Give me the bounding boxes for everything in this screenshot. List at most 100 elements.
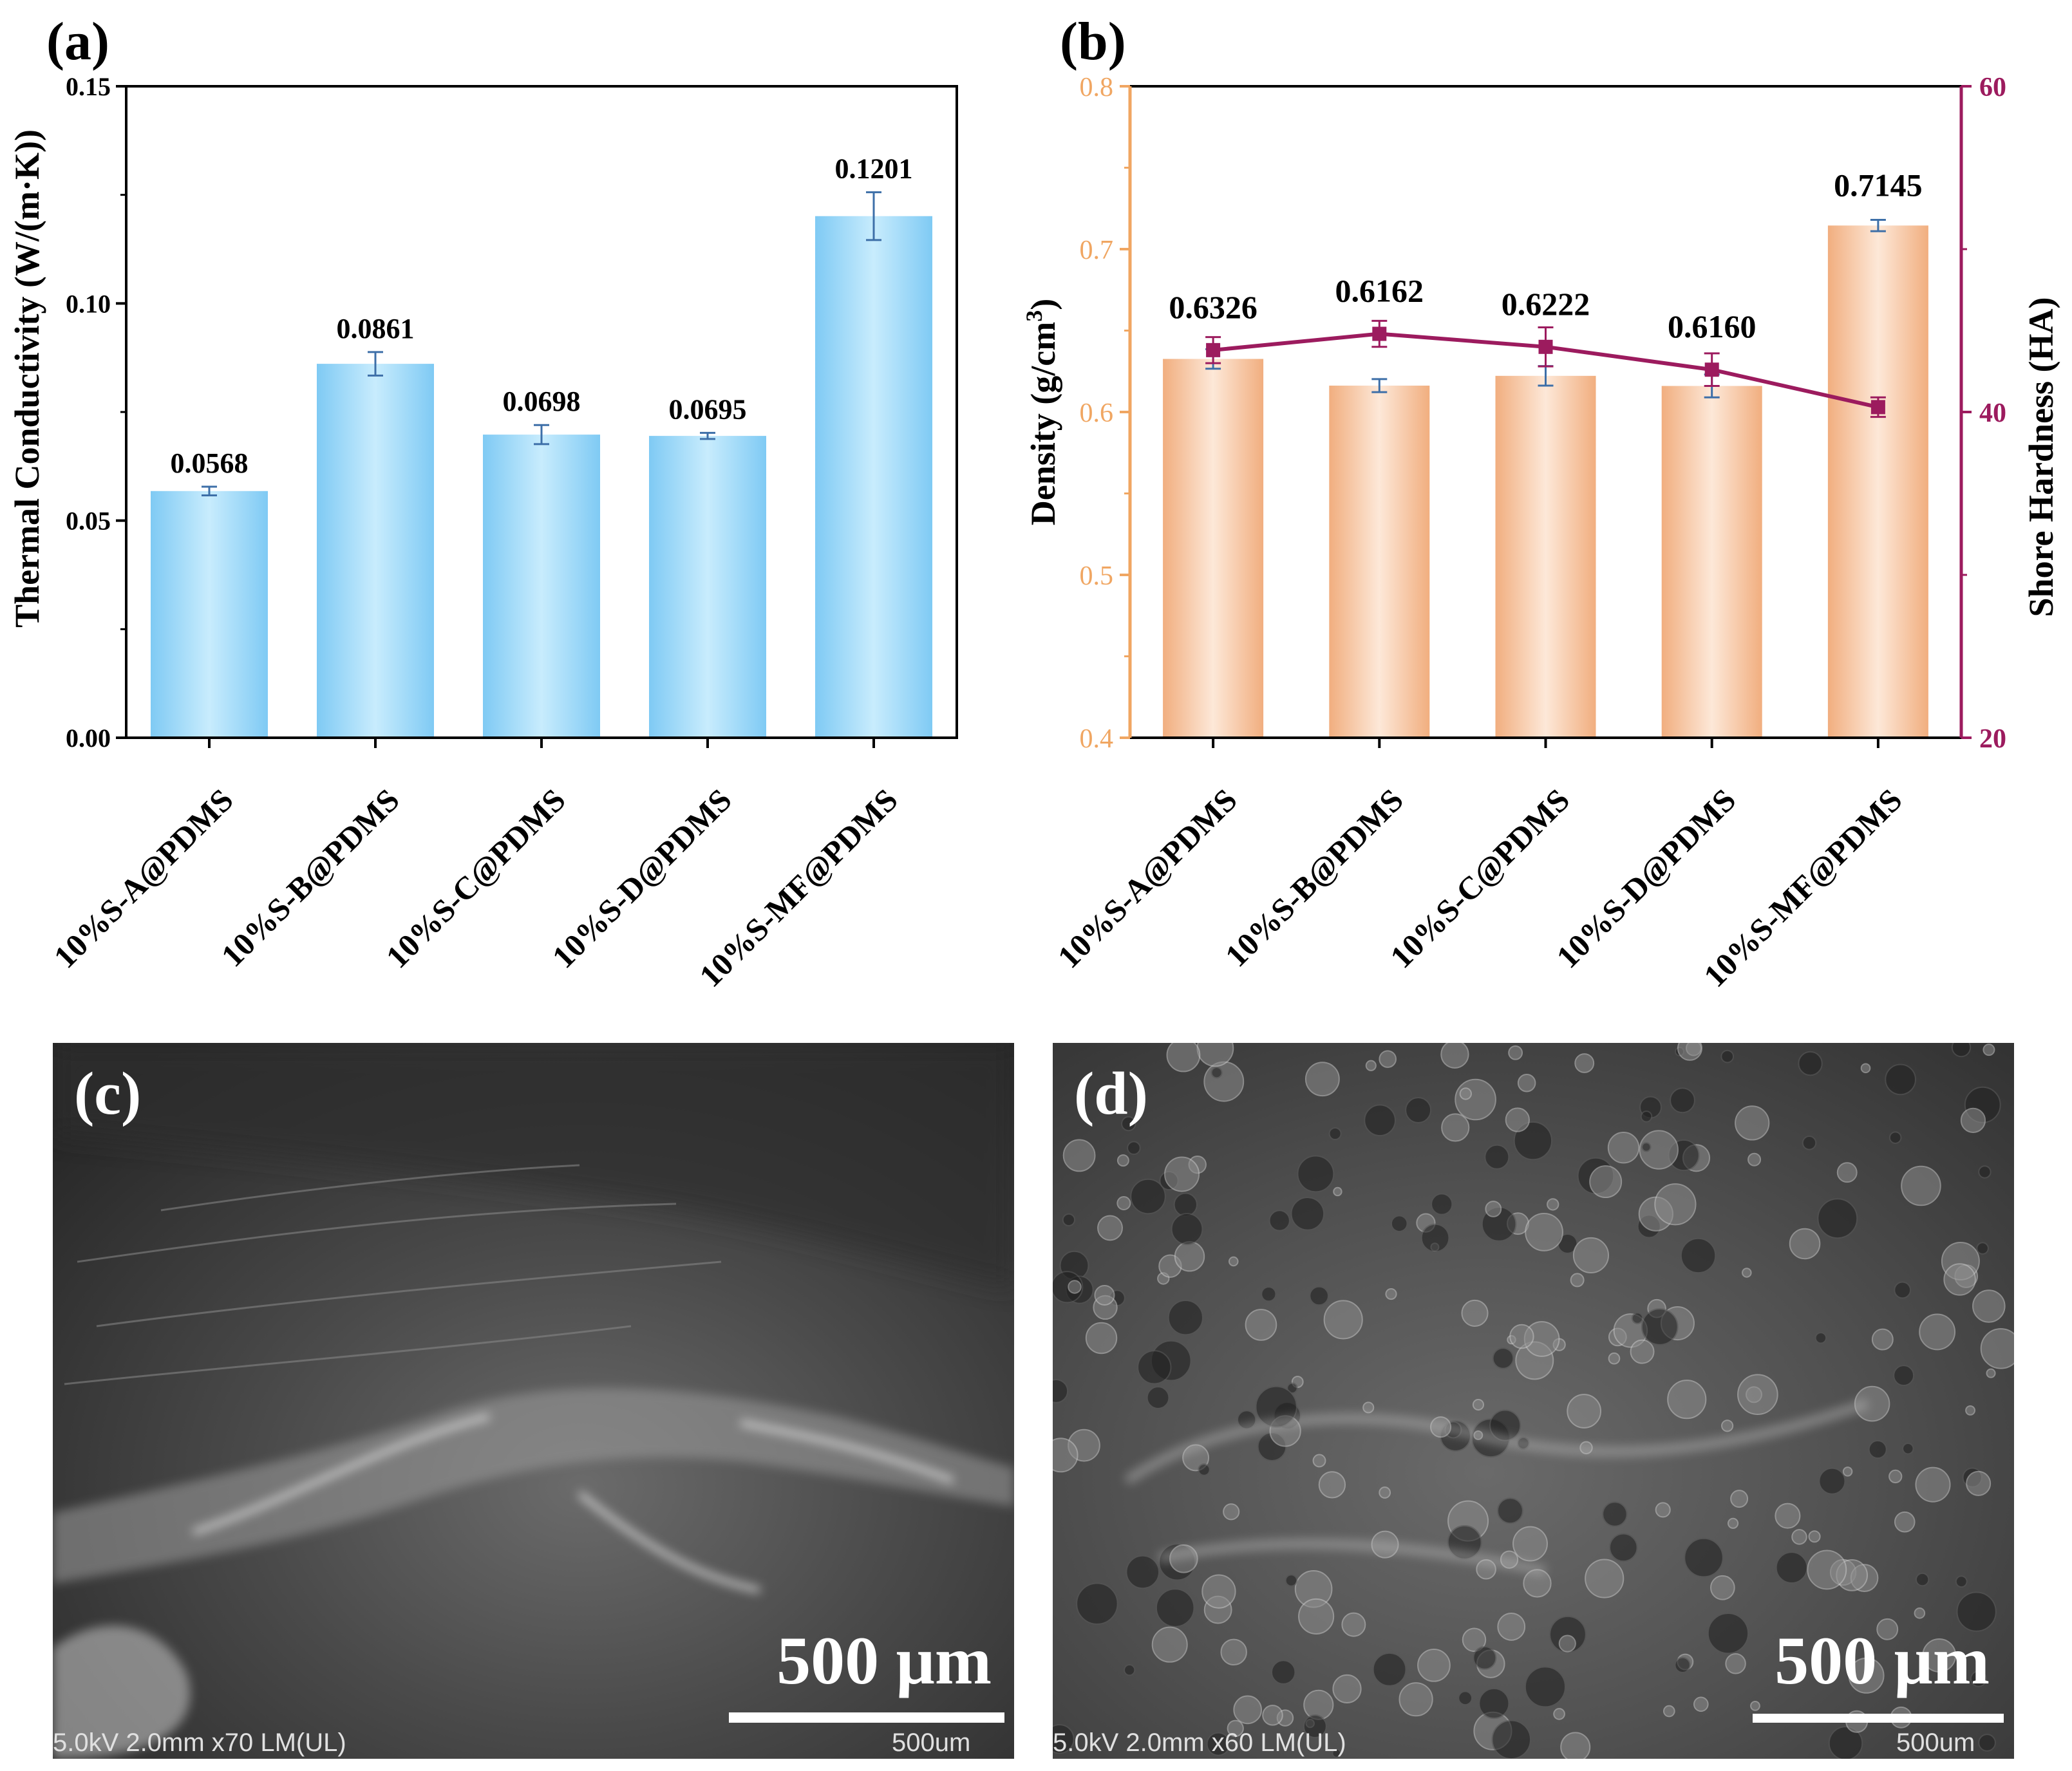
chart-b-line-point xyxy=(1372,326,1387,341)
sem-d-pore xyxy=(1417,1648,1451,1682)
sem-d-pore xyxy=(1210,1067,1223,1079)
sem-d-pore xyxy=(1693,1696,1709,1712)
chart-a-xtick-label: 10%S-C@PDMS xyxy=(379,782,572,975)
sem-d-pore xyxy=(1808,1530,1821,1543)
sem-d-pore xyxy=(1332,1674,1362,1704)
sem-d-pore xyxy=(1405,1096,1432,1124)
sem-d-pore xyxy=(1261,1286,1277,1302)
sem-d-pore xyxy=(1196,1043,1234,1067)
sem-d-pore xyxy=(1137,1350,1172,1385)
chart-a-value-label: 0.0698 xyxy=(503,386,581,417)
sem-d-pore xyxy=(1607,1131,1640,1164)
sem-d-pore xyxy=(1558,1635,1576,1653)
sem-d-pore xyxy=(1654,1183,1697,1226)
sem-d-pore xyxy=(1328,1127,1342,1141)
sem-d-pore xyxy=(1674,1656,1691,1674)
sem-d-pore xyxy=(1684,1537,1724,1578)
chart-b-right-ytick-label: 40 xyxy=(1979,398,2006,428)
sem-d-pore xyxy=(1876,1618,1899,1640)
sem-d-pore xyxy=(1270,1660,1296,1685)
sem-d-pore xyxy=(1485,1201,1502,1217)
chart-b-xtick-label: 10%S-B@PDMS xyxy=(1218,782,1410,973)
sem-d-pore xyxy=(1441,1113,1470,1142)
chart-b-left-ytick-label: 0.8 xyxy=(1080,73,1114,102)
sem-d-pore xyxy=(1206,1732,1230,1756)
sem-d-pore xyxy=(1097,1215,1123,1241)
sem-d-pore xyxy=(1915,1466,1951,1503)
sem-d-pore xyxy=(1641,1308,1679,1345)
sem-d-pore xyxy=(1085,1322,1118,1354)
chart-b-line-point xyxy=(1538,339,1553,354)
sem-d-pore xyxy=(1285,1574,1298,1587)
chart-a-value-label: 0.0568 xyxy=(171,447,249,479)
sem-d-pore xyxy=(1965,1405,1975,1416)
sem-d-pore xyxy=(1670,1087,1695,1114)
sem-d-pore xyxy=(1868,1439,1887,1459)
chart-b-value-label: 0.6162 xyxy=(1335,273,1424,309)
sem-d-pore xyxy=(1462,1627,1487,1652)
sem-d-pore xyxy=(1842,1466,1853,1477)
sem-d-pore xyxy=(1127,1141,1141,1156)
sem-d-pore xyxy=(1602,1501,1628,1527)
sem-d-pore xyxy=(1173,1192,1198,1217)
sem-d-pore xyxy=(1901,1165,1941,1206)
chart-a-xtick-label: 10%S-D@PDMS xyxy=(545,782,738,975)
chart-b-right-ytick-label: 60 xyxy=(1979,73,2006,102)
sem-d-pore xyxy=(1379,1486,1391,1499)
sem-d-pore xyxy=(1791,1529,1807,1545)
sem-d-pore xyxy=(1268,1210,1290,1232)
sem-d-pore xyxy=(1630,1339,1655,1364)
sem-d-pore xyxy=(1362,1401,1375,1414)
sem-d-pore xyxy=(1641,1142,1652,1152)
sem-d-pore xyxy=(1512,1526,1548,1562)
sem-d-pore xyxy=(1894,1281,1912,1299)
sem-d-pore xyxy=(1914,1607,1926,1619)
sem-d-pore xyxy=(1155,1588,1195,1627)
chart-a-ytick-label: 0.05 xyxy=(66,507,111,536)
sem-d-pore xyxy=(1817,1198,1858,1239)
sem-d-pore xyxy=(1286,1382,1298,1394)
sem-d-pore xyxy=(1807,1550,1847,1590)
chart-b-left-ytick-label: 0.4 xyxy=(1080,724,1114,754)
sem-d-pore xyxy=(1094,1284,1115,1306)
chart-b-value-label: 0.6222 xyxy=(1502,286,1590,322)
sem-d-pore xyxy=(1341,1612,1366,1637)
sem-d-scale-text: 500 μm xyxy=(1775,1623,1990,1698)
sem-d-pore xyxy=(1201,1574,1236,1609)
sem-d-info: 5.0kV 2.0mm x60 LM(UL) xyxy=(1053,1729,1346,1757)
sem-d-pore xyxy=(1497,1497,1523,1524)
sem-d-pore xyxy=(1640,1110,1653,1123)
sem-d-pore xyxy=(1960,1107,1986,1133)
sem-d-pore xyxy=(1146,1386,1170,1409)
sem-d-pore xyxy=(1894,1511,1916,1533)
chart-b-line-point xyxy=(1206,342,1221,357)
sem-d-pore xyxy=(1458,1691,1473,1706)
sem-d-pore xyxy=(1631,1312,1644,1324)
sem-d-pore xyxy=(1956,1591,1997,1632)
panel-b-label: (b) xyxy=(1060,12,1126,71)
sem-d-pore xyxy=(1951,1043,1972,1058)
sem-d-pore xyxy=(1814,1332,1827,1344)
sem-d-pore xyxy=(1513,1121,1553,1161)
sem-d-pore xyxy=(1789,1228,1821,1260)
chart-b-bar xyxy=(1661,386,1762,738)
sem-image-d: 500 μm 5.0kV 2.0mm x60 LM(UL) 500um (d) xyxy=(1053,1043,2014,1759)
sem-d-pore xyxy=(1323,1300,1363,1340)
sem-d-pore xyxy=(1116,1195,1131,1210)
sem-d-pore xyxy=(1735,1105,1770,1141)
sem-d-pore xyxy=(1836,1162,1858,1183)
sem-d-pore xyxy=(1390,1215,1408,1232)
sem-d-pore xyxy=(1608,1352,1621,1365)
chart-b-value-label: 0.6326 xyxy=(1169,289,1257,325)
sem-d-pore xyxy=(1709,1575,1735,1600)
chart-b-bar xyxy=(1163,359,1264,738)
sem-d-pore xyxy=(1164,1156,1200,1192)
sem-d-pore xyxy=(1198,1463,1210,1476)
chart-a-ylabel: Thermal Conductivity (W/(m·K)) xyxy=(8,129,46,628)
sem-d-pore xyxy=(1203,1061,1245,1102)
sem-d-pore xyxy=(1220,1638,1247,1666)
sem-d-pore xyxy=(1524,1666,1567,1708)
sem-d-pore xyxy=(1525,1213,1563,1251)
chart-b-xtick-label: 10%S-C@PDMS xyxy=(1383,782,1576,975)
